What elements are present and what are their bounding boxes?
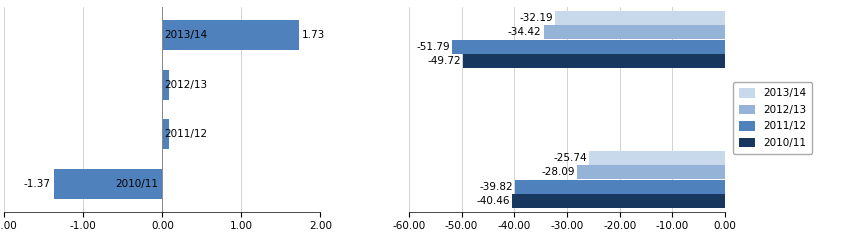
Bar <box>463 54 725 68</box>
Text: 2010/11: 2010/11 <box>115 179 159 189</box>
Text: -25.74: -25.74 <box>553 153 587 163</box>
Bar <box>162 70 169 100</box>
Bar <box>555 11 725 25</box>
Text: 2012/13: 2012/13 <box>164 79 207 90</box>
Bar <box>162 119 169 149</box>
Text: -51.79: -51.79 <box>416 42 450 52</box>
Text: -39.82: -39.82 <box>480 182 513 192</box>
Text: -32.19: -32.19 <box>520 13 553 23</box>
Bar <box>512 194 725 208</box>
Text: -28.09: -28.09 <box>541 167 575 177</box>
Bar <box>589 151 725 165</box>
Bar <box>162 20 299 50</box>
Text: -40.46: -40.46 <box>476 196 510 206</box>
Text: -49.72: -49.72 <box>427 56 461 66</box>
Text: 2011/12: 2011/12 <box>164 129 207 139</box>
Bar <box>515 180 725 194</box>
Text: -34.42: -34.42 <box>508 27 541 37</box>
Legend: 2013/14, 2012/13, 2011/12, 2010/11: 2013/14, 2012/13, 2011/12, 2010/11 <box>733 82 813 154</box>
Text: 2013/14: 2013/14 <box>164 30 207 40</box>
Text: 1.73: 1.73 <box>302 30 325 40</box>
Bar <box>577 165 725 179</box>
Bar <box>452 40 725 54</box>
Bar <box>544 25 725 39</box>
Bar <box>54 169 162 199</box>
Text: -1.37: -1.37 <box>24 179 51 189</box>
